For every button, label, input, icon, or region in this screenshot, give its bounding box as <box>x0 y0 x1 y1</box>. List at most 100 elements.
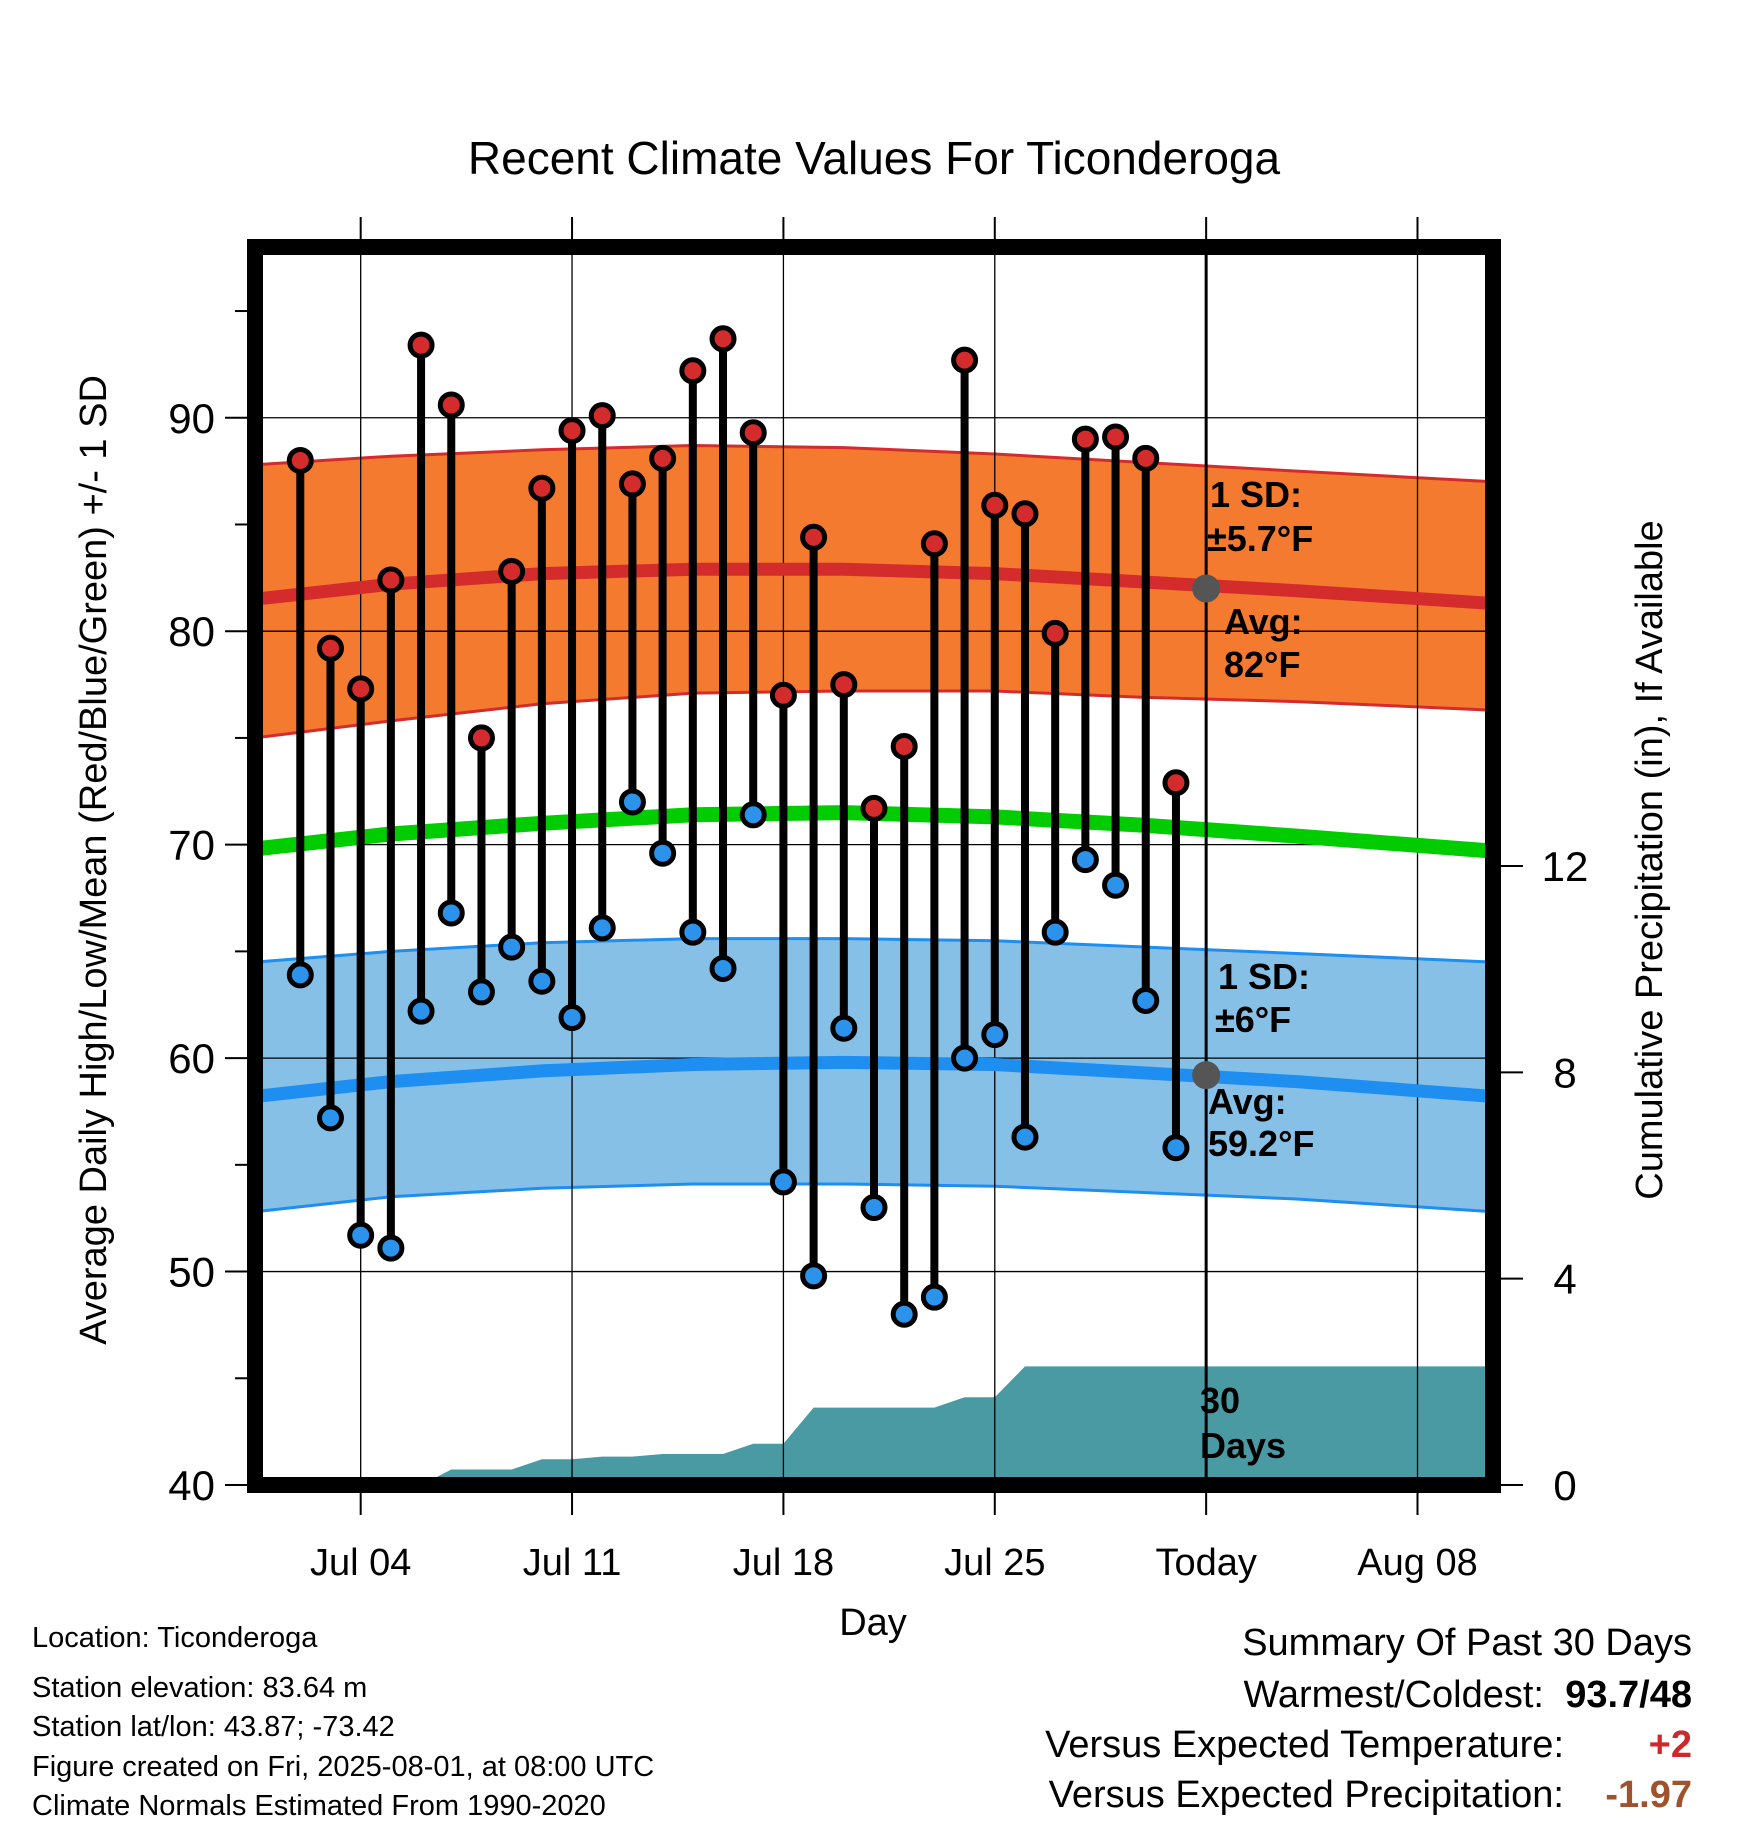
low-point-day-42 <box>588 914 616 942</box>
y-tick-label-90: 90 <box>168 395 215 442</box>
low-point-day-36 <box>407 997 435 1025</box>
y-tick-label-80: 80 <box>168 608 215 655</box>
low-point-day-44 <box>649 839 677 867</box>
low-avg-value: 59.2°F <box>1208 1123 1314 1164</box>
low-point-day-54 <box>951 1044 979 1072</box>
summary-warmest-row: Warmest/Coldest: 93.7/48 <box>1243 1674 1692 1717</box>
today-low-avg-marker <box>1192 1061 1221 1090</box>
low-point-day-60 <box>1132 986 1160 1014</box>
low-point-day-55 <box>981 1021 1009 1049</box>
daily-stems <box>296 338 1180 1315</box>
high-point-day-54 <box>951 346 979 374</box>
precipitation-area <box>255 1366 1493 1485</box>
low-point-day-57 <box>1041 918 1069 946</box>
normal-high-line <box>254 562 1494 610</box>
today-marker <box>1192 247 1221 1485</box>
high-point-day-36 <box>407 331 435 359</box>
y-tick-label-50: 50 <box>168 1249 215 1296</box>
plot-border <box>247 239 1501 1493</box>
low-point-day-38 <box>467 978 495 1006</box>
summary-precip-row: Versus Expected Precipitation: -1.97 <box>1049 1774 1692 1817</box>
info-elevation: Station elevation: 83.64 m <box>32 1672 368 1704</box>
high-point-day-46 <box>709 325 737 353</box>
high-point-day-35 <box>377 566 405 594</box>
high-point-day-60 <box>1132 444 1160 472</box>
high-sd-band-upper-edge <box>254 443 1494 484</box>
low-point-day-45 <box>679 918 707 946</box>
low-point-day-47 <box>739 801 767 829</box>
high-point-day-40 <box>528 474 556 502</box>
low-point-day-32 <box>286 961 314 989</box>
high-point-day-38 <box>467 724 495 752</box>
y-tick-label-70: 70 <box>168 822 215 869</box>
summary-title: Summary Of Past 30 Days <box>1242 1622 1692 1665</box>
high-point-day-33 <box>316 634 344 662</box>
low-point-day-43 <box>618 788 646 816</box>
high-point-day-47 <box>739 419 767 447</box>
high-point-day-49 <box>800 523 828 551</box>
high-point-day-52 <box>890 732 918 760</box>
high-point-day-61 <box>1162 769 1190 797</box>
high-point-day-41 <box>558 417 586 445</box>
y2-tick-label-0: 0 <box>1553 1462 1576 1509</box>
low-point-day-53 <box>920 1283 948 1311</box>
low-sd-band-lower-edge <box>254 1182 1494 1214</box>
y-tick-label-40: 40 <box>168 1462 215 1509</box>
high-point-day-51 <box>860 794 888 822</box>
plot-frame <box>247 239 1501 1493</box>
annotations: 1 SD: ±5.7°F Avg: 82°F 1 SD: ±6°F Avg: 5… <box>1200 474 1314 1466</box>
x-axis-label: Day <box>839 1602 907 1644</box>
high-point-day-56 <box>1011 500 1039 528</box>
low-point-day-58 <box>1071 846 1099 874</box>
high-avg-label: Avg: <box>1224 601 1303 642</box>
low-point-day-56 <box>1011 1123 1039 1151</box>
period-label-number: 30 <box>1200 1380 1240 1421</box>
high-sd-label: 1 SD: <box>1210 474 1302 515</box>
summary-precip-label: Versus Expected Precipitation: <box>1048 1774 1564 1816</box>
high-point-day-32 <box>286 446 314 474</box>
low-sd-label: 1 SD: <box>1218 956 1310 997</box>
high-point-day-59 <box>1102 423 1130 451</box>
summary-temp-value: +2 <box>1648 1724 1692 1766</box>
high-sd-value: ±5.7°F <box>1207 518 1313 559</box>
summary-temp-row: Versus Expected Temperature: +2 <box>1045 1724 1692 1767</box>
low-point-day-61 <box>1162 1134 1190 1162</box>
y2-tick-label-8: 8 <box>1553 1049 1576 1096</box>
y2-tick-label-4: 4 <box>1553 1256 1576 1303</box>
normal-low-line <box>254 1055 1494 1103</box>
low-point-day-46 <box>709 954 737 982</box>
x-tick-label-55: Jul 25 <box>944 1542 1045 1584</box>
summary-precip-value: -1.97 <box>1605 1774 1692 1816</box>
daily-points <box>286 325 1190 1328</box>
high-sd-band <box>255 445 1493 738</box>
high-point-day-42 <box>588 402 616 430</box>
low-point-day-37 <box>437 899 465 927</box>
high-point-day-57 <box>1041 619 1069 647</box>
low-sd-value: ±6°F <box>1215 999 1291 1040</box>
high-point-day-37 <box>437 391 465 419</box>
low-point-day-35 <box>377 1234 405 1262</box>
high-point-day-58 <box>1071 425 1099 453</box>
chart-title: Recent Climate Values For Ticonderoga <box>468 132 1281 184</box>
info-normals: Climate Normals Estimated From 1990-2020 <box>32 1790 606 1822</box>
low-point-day-59 <box>1102 871 1130 899</box>
high-point-day-44 <box>649 444 677 472</box>
precipitation-fill <box>255 1366 1493 1485</box>
low-point-day-50 <box>830 1014 858 1042</box>
high-point-day-53 <box>920 530 948 558</box>
x-tick-label-34: Jul 04 <box>310 1542 411 1584</box>
summary-title-text: Summary Of Past 30 Days <box>1242 1622 1692 1664</box>
summary-temp-label: Versus Expected Temperature: <box>1045 1724 1564 1766</box>
low-point-day-33 <box>316 1104 344 1132</box>
x-tick-label-48: Jul 18 <box>733 1542 834 1584</box>
info-location: Location: Ticonderoga <box>32 1622 318 1654</box>
low-point-day-39 <box>498 933 526 961</box>
y-tick-label-60: 60 <box>168 1035 215 1082</box>
info-latlon: Station lat/lon: 43.87; -73.42 <box>32 1711 395 1743</box>
low-point-day-34 <box>347 1221 375 1249</box>
summary-warmest-label: Warmest/Coldest: <box>1243 1674 1544 1716</box>
low-avg-label: Avg: <box>1208 1081 1287 1122</box>
high-point-day-39 <box>498 557 526 585</box>
